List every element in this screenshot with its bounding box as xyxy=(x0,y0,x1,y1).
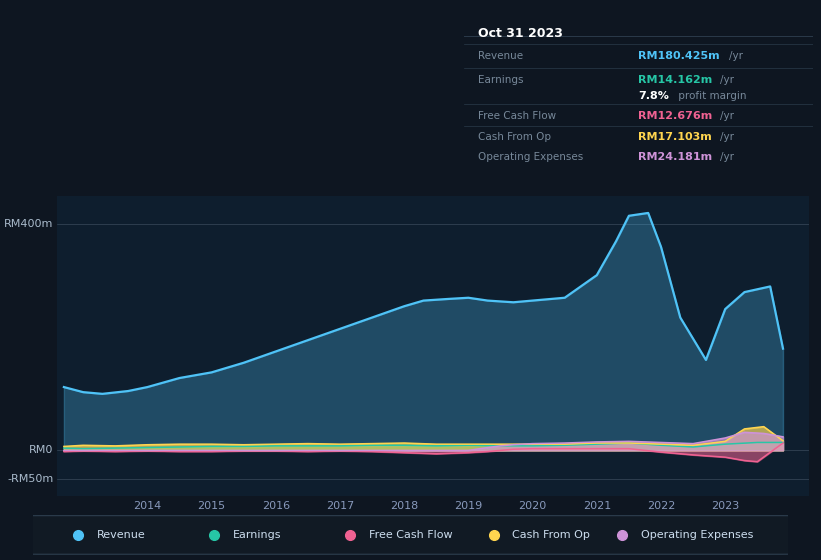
Text: Free Cash Flow: Free Cash Flow xyxy=(369,530,452,539)
Text: /yr: /yr xyxy=(729,52,743,62)
Text: RM24.181m: RM24.181m xyxy=(639,152,713,162)
Text: /yr: /yr xyxy=(720,111,734,122)
Text: Earnings: Earnings xyxy=(233,530,282,539)
Text: /yr: /yr xyxy=(720,74,734,85)
Text: Revenue: Revenue xyxy=(478,52,523,62)
Text: Free Cash Flow: Free Cash Flow xyxy=(478,111,556,122)
Text: Operating Expenses: Operating Expenses xyxy=(478,152,583,162)
Text: /yr: /yr xyxy=(720,132,734,142)
Text: Revenue: Revenue xyxy=(97,530,146,539)
Text: Oct 31 2023: Oct 31 2023 xyxy=(478,26,562,40)
Text: Earnings: Earnings xyxy=(478,74,523,85)
Text: profit margin: profit margin xyxy=(675,91,746,101)
Text: RM0: RM0 xyxy=(30,445,53,455)
Text: RM180.425m: RM180.425m xyxy=(639,52,720,62)
Text: RM400m: RM400m xyxy=(4,220,53,229)
Text: -RM50m: -RM50m xyxy=(7,474,53,484)
FancyBboxPatch shape xyxy=(21,516,798,554)
Text: RM17.103m: RM17.103m xyxy=(639,132,712,142)
Text: /yr: /yr xyxy=(720,152,734,162)
Text: Cash From Op: Cash From Op xyxy=(512,530,590,539)
Text: RM12.676m: RM12.676m xyxy=(639,111,713,122)
Text: RM14.162m: RM14.162m xyxy=(639,74,713,85)
Text: Operating Expenses: Operating Expenses xyxy=(641,530,753,539)
Text: 7.8%: 7.8% xyxy=(639,91,669,101)
Text: Cash From Op: Cash From Op xyxy=(478,132,551,142)
